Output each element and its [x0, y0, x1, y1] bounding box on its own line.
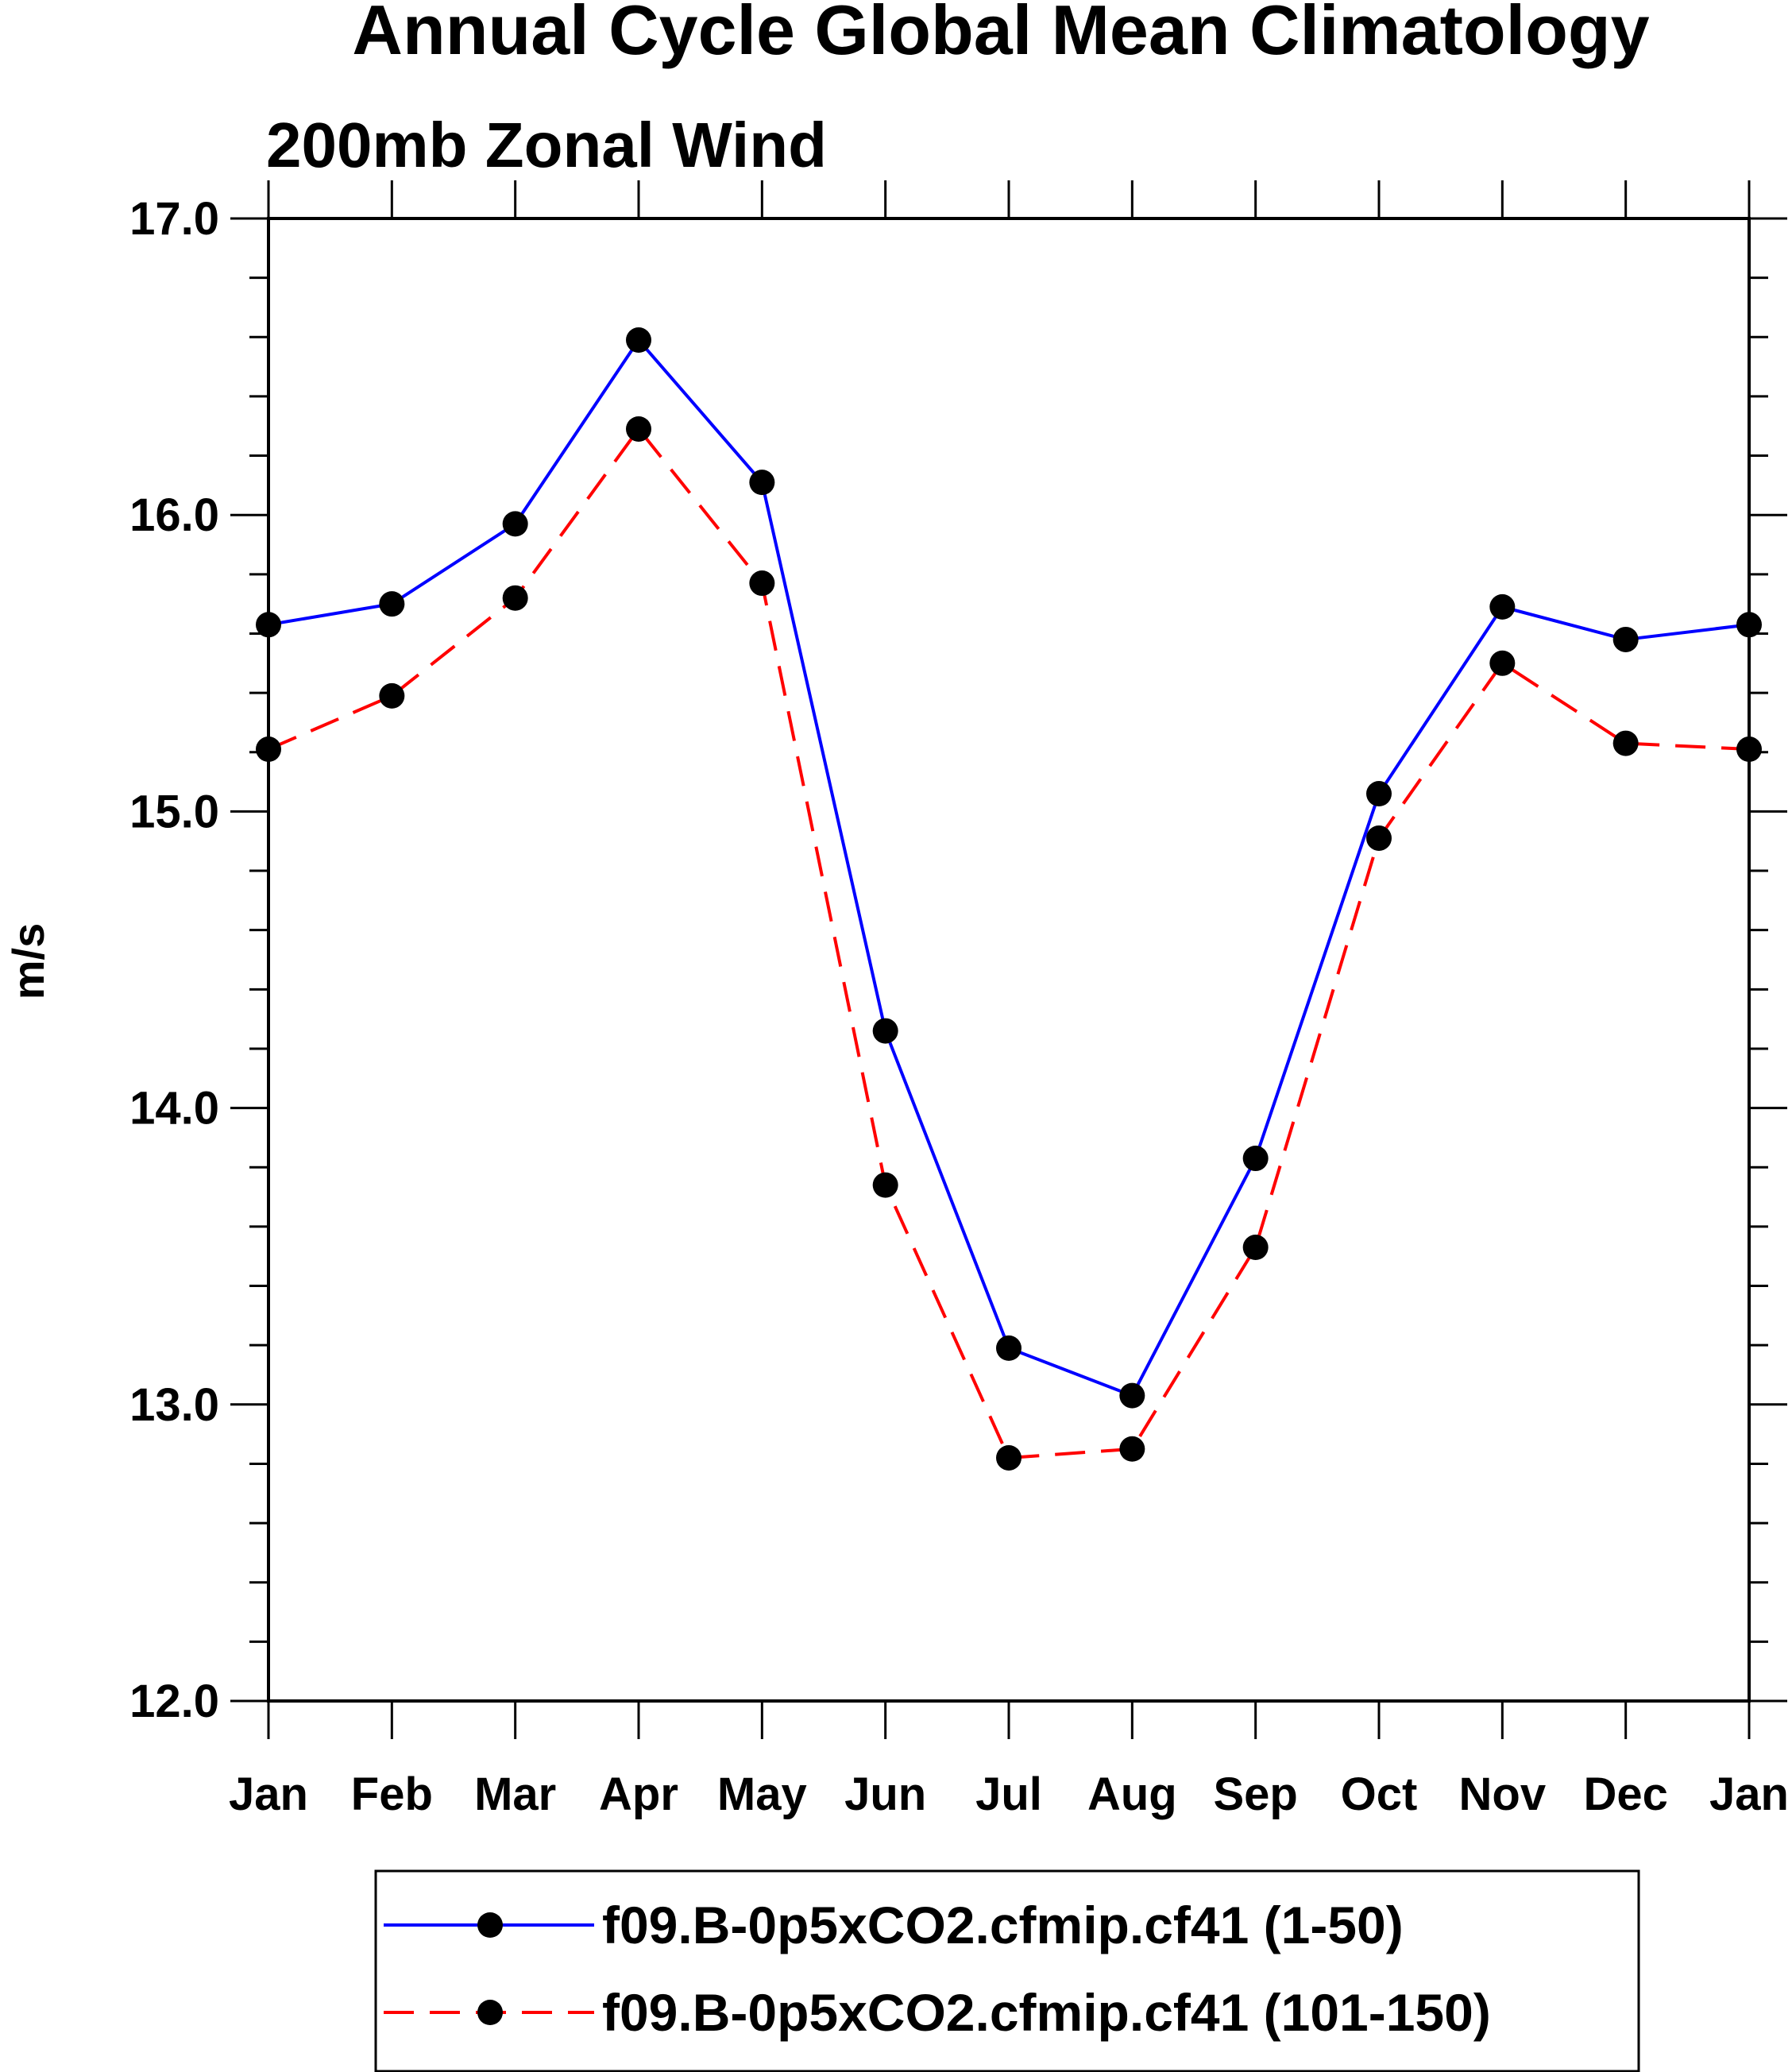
- x-tick-label: Oct: [1341, 1769, 1418, 1820]
- legend-label-2: f09.B-0p5xCO2.cfmip.cf41 (101-150): [602, 1983, 1491, 2042]
- chart-title: Annual Cycle Global Mean Climatology: [352, 0, 1649, 69]
- x-tick-label: Sep: [1213, 1769, 1297, 1820]
- series-1-point: [996, 1335, 1022, 1361]
- x-tick-label: Nov: [1459, 1769, 1547, 1820]
- x-tick-label: Jan: [1709, 1769, 1789, 1820]
- series-2-point: [379, 682, 405, 709]
- x-tick-label: Jun: [844, 1769, 926, 1820]
- y-axis-label: m/s: [3, 923, 53, 1000]
- series-2-point: [1489, 650, 1516, 676]
- series-2-point: [749, 570, 775, 597]
- series-2-point: [256, 736, 281, 763]
- y-tick-label: 14.0: [129, 1083, 219, 1135]
- legend-box: [374, 1869, 1640, 2072]
- plot-frame: [267, 217, 1751, 1703]
- series-1-point: [872, 1018, 898, 1044]
- y-tick-label: 12.0: [129, 1676, 219, 1727]
- x-tick-label: Dec: [1583, 1769, 1667, 1820]
- series-layer: [256, 327, 1762, 1471]
- series-1-point: [1119, 1382, 1145, 1409]
- series-1-point: [1366, 781, 1392, 807]
- legend-label-1: f09.B-0p5xCO2.cfmip.cf41 (1-50): [602, 1896, 1404, 1954]
- series-2-point: [1242, 1235, 1269, 1261]
- y-tick-label: 16.0: [129, 489, 219, 541]
- x-tick-label: Aug: [1087, 1769, 1177, 1820]
- x-tick-label: Jan: [229, 1769, 308, 1820]
- series-line-1: [268, 338, 1750, 1397]
- series-1-point: [626, 327, 651, 354]
- series-1-point: [1612, 626, 1639, 652]
- series-2-point: [996, 1444, 1022, 1471]
- x-tick-label: Mar: [474, 1769, 556, 1820]
- y-tick-label: 15.0: [129, 786, 219, 837]
- legend-marker-1: [477, 1912, 503, 1938]
- series-line-2: [268, 427, 1750, 1459]
- series-1-point: [379, 591, 405, 617]
- series-2-point: [626, 416, 651, 442]
- series-1-point: [1489, 593, 1516, 620]
- tick-labels: 12.0 13.0 14.0 15.0 16.0 17.0 Jan Feb Mar Apr May J…: [129, 193, 1789, 1820]
- series-2-point: [872, 1172, 898, 1198]
- x-tick-label: May: [717, 1769, 807, 1820]
- series-1-point: [1242, 1146, 1269, 1172]
- legend-marker-2: [477, 2000, 503, 2025]
- x-tick-label: Jul: [975, 1769, 1042, 1820]
- axis-ticks: [230, 180, 1787, 1739]
- series-1-point: [1736, 612, 1762, 638]
- series-2-point: [1736, 736, 1762, 763]
- series-2-point: [1612, 730, 1639, 756]
- x-tick-label: Feb: [351, 1769, 433, 1820]
- series-2-point: [1119, 1436, 1145, 1462]
- series-2-point: [1366, 825, 1392, 851]
- legend-entries: f09.B-0p5xCO2.cfmip.cf41 (1-50) f09.B-0p5…: [384, 1896, 1491, 2042]
- x-tick-label: Apr: [599, 1769, 678, 1820]
- y-tick-label: 17.0: [129, 193, 219, 245]
- series-2-point: [502, 585, 528, 611]
- series-1-point: [502, 511, 528, 537]
- series-1-point: [256, 612, 281, 638]
- legend: f09.B-0p5xCO2.cfmip.cf41 (1-50) f09.B-0p5…: [374, 1869, 1640, 2072]
- series-1-point: [749, 470, 775, 496]
- chart-subtitle: 200mb Zonal Wind: [266, 110, 827, 180]
- y-tick-label: 13.0: [129, 1379, 219, 1431]
